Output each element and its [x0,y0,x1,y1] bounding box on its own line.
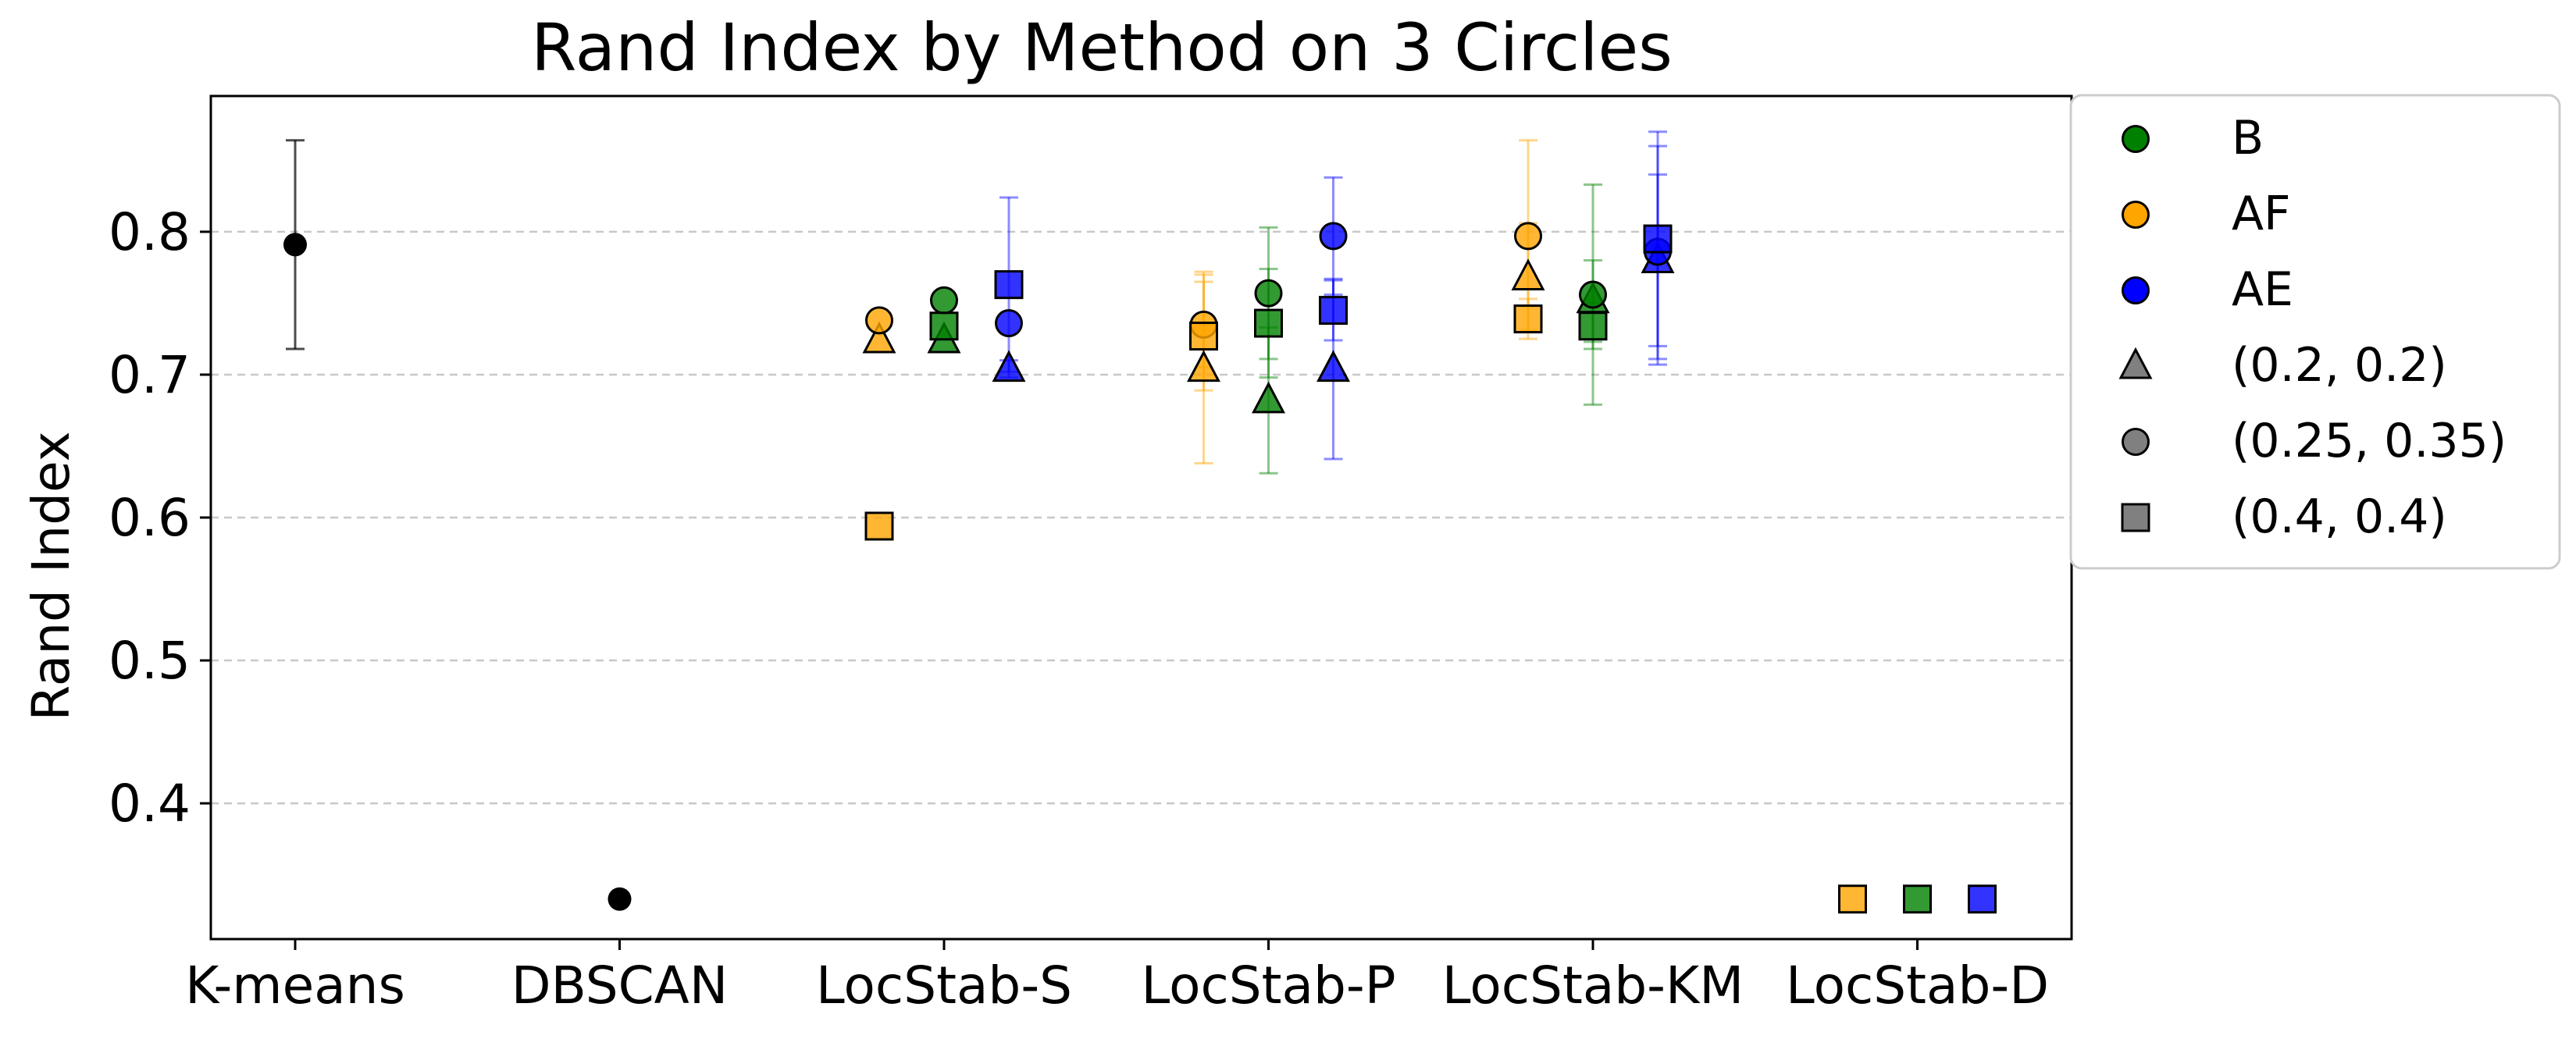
legend-label: (0.2, 0.2) [2232,338,2447,393]
legend-marker [2122,125,2150,153]
data-point-b-circle [1254,279,1283,308]
data-point-b-square [1578,311,1608,341]
legend-label: B [2232,111,2264,165]
legend-marker [2122,428,2150,456]
data-point-af-triangle [1187,350,1220,383]
chart-title: Rand Index by Method on 3 Circles [531,9,1673,86]
data-point-af-triangle [1511,258,1545,290]
x-tick-label: DBSCAN [511,955,728,1016]
data-point-ae-triangle [1317,350,1350,383]
data-point-af-square [864,511,894,541]
data-point-ae-square [994,270,1024,300]
x-tick-label: LocStab-KM [1442,955,1744,1016]
data-point-b-square [1903,884,1932,914]
x-tick-label: LocStab-P [1141,955,1395,1016]
legend-marker [2118,347,2153,379]
data-point-b-circle [1579,280,1607,309]
data-point-ae-square [1968,884,1997,914]
data-point-b-circle [930,286,958,315]
data-point-af-circle [865,306,893,335]
y-tick-label: 0.8 [109,202,191,262]
data-point-af-square [1189,322,1218,351]
y-tick-label: 0.7 [109,345,191,405]
legend-frame [2069,94,2561,570]
data-point-ae-square [1643,224,1673,254]
data-point-af-circle [1514,222,1542,251]
y-tick-label: 0.6 [109,488,191,548]
x-axis-ticks: K-means DBSCAN LocStab-S LocStab-P LocStab-K… [185,939,2049,1016]
x-tick-label: K-means [185,955,405,1016]
data-point-af-square [1838,884,1867,914]
legend-label: (0.25, 0.35) [2232,414,2507,468]
error-bars [286,130,1667,475]
data-point-af-triangle [862,321,896,354]
data-point-ae-square [1319,296,1348,326]
y-tick-label: 0.5 [109,631,191,691]
legend-label: AF [2232,187,2291,241]
data-point-b-square [1254,308,1283,338]
grid-lines [211,230,2072,805]
y-axis-label: Rand Index [21,431,81,721]
data-point-ae-triangle [992,350,1026,383]
legend-marker [2122,276,2150,304]
y-tick-label: 0.4 [109,774,191,834]
data-point-b-square [929,311,959,341]
legend-marker [2122,201,2150,229]
legend: B AF AE (0.2, 0.2) (0.25, 0.35) (0.4, 0.4) [2069,94,2561,570]
baseline-point [607,887,632,911]
y-axis-ticks: 0.4 0.5 0.6 0.7 0.8 [109,202,211,834]
baseline-point [283,233,307,257]
data-point-b-triangle [1252,381,1285,414]
x-tick-label: LocStab-S [816,955,1072,1016]
x-tick-label: LocStab-D [1786,955,2049,1016]
data-point-af-square [1513,304,1543,334]
data-point-ae-circle [995,309,1023,338]
data-point-ae-circle [1319,222,1348,251]
legend-label: AE [2232,262,2293,317]
data-markers [283,222,1997,914]
legend-marker [2121,503,2150,532]
legend-label: (0.4, 0.4) [2232,489,2447,544]
